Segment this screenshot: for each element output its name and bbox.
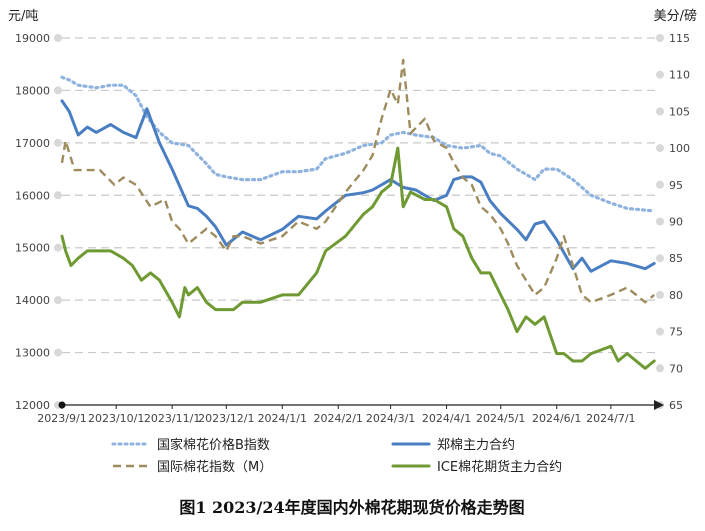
left-tick-dot: [54, 138, 62, 147]
right-tick-label: 100: [669, 142, 690, 155]
right-tick-dot: [656, 364, 664, 373]
x-tick-label: 2024/4/1: [422, 412, 471, 425]
right-tick-dot: [656, 254, 664, 263]
left-tick-label: 14000: [15, 294, 50, 307]
right-tick-dot: [656, 290, 664, 299]
x-tick-label: 2024/1/1: [258, 412, 307, 425]
left-tick-dot: [54, 34, 62, 42]
right-tick-dot: [656, 70, 664, 79]
left-tick-label: 13000: [15, 347, 50, 360]
x-tick-label: 2024/5/1: [476, 412, 525, 425]
left-axis-ticks: 12000 13000 14000 15000 16000 17000 18000 19000: [15, 32, 62, 412]
right-tick-label: 90: [669, 216, 683, 229]
right-tick-dot: [656, 34, 664, 42]
right-tick-label: 115: [669, 32, 690, 45]
right-axis-ticks: 65 70 75 80 85 90 95 100 105 110 115: [656, 32, 690, 412]
legend-label-3: 国际棉花指数（M）: [157, 459, 272, 475]
right-tick-label: 80: [669, 289, 683, 302]
left-tick-label: 15000: [15, 242, 50, 255]
right-tick-dot: [656, 180, 664, 189]
x-tick-label: 2024/2/1: [314, 412, 363, 425]
left-tick-label: 12000: [15, 399, 50, 412]
x-tick-label: 2024/6/1: [532, 412, 581, 425]
x-tick-label: 2024/7/1: [586, 412, 635, 425]
chart-caption: 图1 2023/24年度国内外棉花期现货价格走势图: [179, 498, 524, 517]
left-tick-dot: [54, 243, 62, 252]
x-tick-label: 2023/11/1: [144, 412, 200, 425]
right-tick-dot: [656, 144, 664, 153]
left-axis-unit: 元/吨: [8, 9, 38, 24]
x-tick-label: 2023/12/1: [198, 412, 254, 425]
left-tick-label: 16000: [15, 189, 50, 202]
legend-label-4: ICE棉花期货主力合约: [437, 459, 562, 475]
right-tick-label: 85: [669, 252, 683, 265]
right-tick-label: 110: [669, 69, 690, 82]
left-tick-label: 17000: [15, 137, 50, 150]
left-tick-dot: [54, 191, 62, 200]
right-axis-unit: 美分/磅: [654, 8, 697, 24]
x-tick-label: 2024/3/1: [366, 412, 415, 425]
grid-lines: [62, 37, 656, 354]
series-lines: [60, 58, 656, 370]
right-tick-label: 95: [669, 179, 683, 192]
right-tick-label: 65: [669, 399, 683, 412]
left-tick-dot: [54, 296, 62, 305]
right-tick-label: 70: [669, 362, 683, 375]
series-line-3: [60, 58, 655, 304]
x-tick-label: 2023/9/1: [37, 412, 86, 425]
series-line-2: [60, 99, 656, 273]
left-tick-dot: [54, 348, 62, 357]
right-tick-label: 105: [669, 105, 690, 118]
legend-label-2: 郑棉主力合约: [437, 438, 515, 453]
right-tick-dot: [656, 217, 664, 226]
left-tick-dot: [54, 86, 62, 95]
x-tick-label: 2023/10/1: [88, 412, 144, 425]
x-axis-arrow: [654, 400, 664, 410]
legend-label-1: 国家棉花价格B指数: [157, 437, 270, 453]
right-tick-label: 75: [669, 326, 683, 339]
left-tick-label: 19000: [15, 32, 50, 45]
left-tick-label: 18000: [15, 84, 50, 97]
series-line-4: [60, 146, 656, 370]
right-tick-dot: [656, 107, 664, 116]
series-line-1: [60, 75, 656, 213]
right-tick-dot: [656, 327, 664, 336]
